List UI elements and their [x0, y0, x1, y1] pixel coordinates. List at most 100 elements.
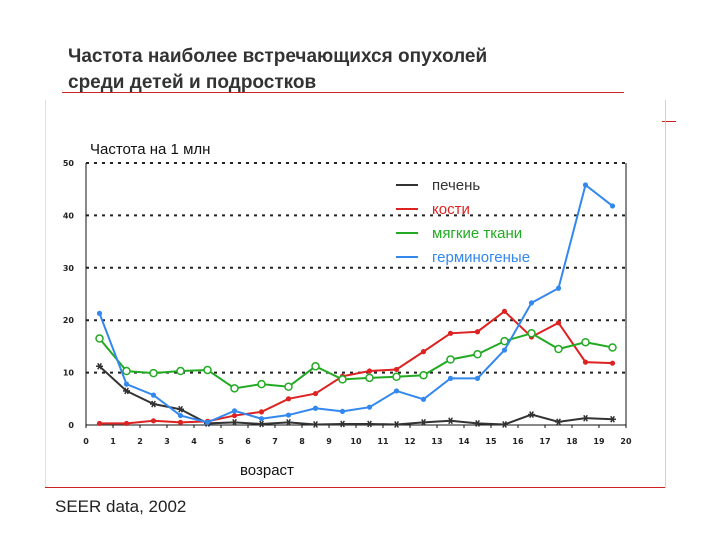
series-line-1 [99, 309, 613, 425]
series-0 [95, 362, 617, 428]
x-tick-label-14: 14 [458, 437, 470, 446]
series-line-2 [98, 332, 613, 390]
data-point-2-18 [581, 337, 590, 347]
y-tick-label-10: 10 [63, 369, 75, 378]
data-point-2-5 [230, 384, 239, 393]
slide-title-line1: Частота наиболее встречающихся опухолей [68, 46, 488, 67]
series-group [95, 182, 617, 428]
x-tick-label-3: 3 [164, 437, 170, 446]
data-point-0-14 [473, 420, 482, 427]
y-tick-label-50: 50 [63, 159, 75, 168]
data-point-1-11 [393, 366, 400, 373]
y-axis-label: Частота на 1 млн [90, 141, 211, 158]
data-point-1-14 [474, 329, 481, 335]
data-point-3-10 [366, 404, 373, 410]
data-point-3-9 [339, 408, 346, 414]
data-point-1-12 [420, 349, 427, 355]
data-point-3-17 [555, 285, 562, 291]
slide-title: Частота наиболее встречающихся опухолей … [68, 44, 668, 96]
x-tick-label-8: 8 [299, 437, 305, 446]
series-3 [96, 182, 616, 425]
data-point-3-15 [501, 347, 508, 353]
data-point-0-17 [554, 418, 563, 426]
data-point-2-16 [527, 329, 536, 338]
x-tick-label-2: 2 [137, 437, 143, 446]
data-point-1-2 [150, 418, 157, 424]
x-tick-label-6: 6 [245, 437, 251, 446]
data-point-2-0 [95, 334, 104, 343]
x-tick-label-9: 9 [326, 437, 332, 446]
data-point-3-6 [258, 416, 265, 422]
title-accent-line [662, 121, 676, 122]
data-point-2-14 [473, 350, 482, 359]
data-point-3-7 [285, 412, 292, 418]
legend-label-0: печень [432, 177, 480, 194]
data-point-3-16 [528, 300, 535, 306]
data-point-2-15 [500, 336, 509, 346]
x-tick-label-0: 0 [83, 437, 89, 446]
data-point-1-10 [366, 368, 373, 374]
data-point-1-8 [312, 390, 319, 397]
data-point-3-13 [447, 375, 454, 381]
series-line-0 [98, 365, 613, 426]
title-underline [62, 92, 624, 93]
data-point-2-2 [149, 368, 158, 378]
data-point-3-18 [582, 182, 589, 188]
x-axis-label: возраст [240, 462, 294, 479]
x-tick-label-12: 12 [404, 437, 415, 446]
data-point-2-6 [257, 379, 266, 389]
data-point-0-2 [149, 400, 158, 408]
data-point-0-16 [527, 411, 536, 418]
legend-label-2: мягкие ткани [432, 225, 522, 242]
data-point-1-6 [258, 409, 265, 415]
data-point-1-15 [501, 308, 508, 314]
data-point-3-3 [177, 412, 184, 419]
data-point-2-10 [365, 373, 374, 383]
data-point-1-3 [177, 419, 184, 425]
data-point-0-9 [338, 420, 347, 428]
x-tick-label-16: 16 [512, 437, 524, 446]
data-point-3-0 [96, 310, 103, 316]
data-point-3-1 [123, 381, 130, 387]
data-point-0-1 [122, 387, 131, 395]
data-point-1-13 [447, 330, 454, 336]
data-point-3-8 [312, 405, 319, 411]
data-point-3-19 [609, 203, 616, 209]
data-point-2-11 [392, 372, 401, 382]
data-point-2-13 [446, 355, 455, 364]
x-tick-label-5: 5 [218, 437, 224, 446]
data-point-0-15 [500, 421, 509, 428]
y-tick-label-20: 20 [63, 316, 75, 325]
data-point-3-5 [231, 408, 238, 414]
x-tick-label-11: 11 [377, 437, 389, 446]
data-point-0-10 [365, 420, 374, 428]
data-point-0-11 [392, 421, 401, 428]
data-point-1-17 [555, 320, 562, 326]
source-note: SEER data, 2002 [55, 497, 187, 516]
data-point-2-1 [122, 366, 131, 376]
data-point-0-0 [95, 362, 104, 370]
legend-label-3: герминогеные [432, 249, 530, 266]
slide-title-line2: среди детей и подростков [68, 72, 317, 93]
series-1 [96, 308, 616, 427]
data-point-0-13 [446, 417, 455, 425]
data-point-0-6 [257, 420, 266, 428]
x-tick-label-7: 7 [272, 437, 278, 446]
x-tick-label-17: 17 [539, 437, 550, 446]
data-point-0-8 [311, 421, 320, 428]
series-line-3 [98, 183, 614, 424]
data-point-1-1 [123, 420, 130, 427]
frame-left [45, 100, 46, 487]
data-point-0-19 [608, 415, 617, 423]
x-tick-label-4: 4 [191, 437, 197, 446]
data-point-2-4 [203, 365, 212, 375]
data-point-3-4 [204, 419, 211, 425]
data-point-1-5 [231, 412, 238, 419]
x-tick-label-15: 15 [485, 437, 497, 446]
x-tick-label-20: 20 [620, 437, 632, 446]
x-tick-label-1: 1 [110, 437, 116, 446]
legend-label-1: кости [432, 201, 470, 218]
data-point-0-7 [284, 418, 293, 426]
